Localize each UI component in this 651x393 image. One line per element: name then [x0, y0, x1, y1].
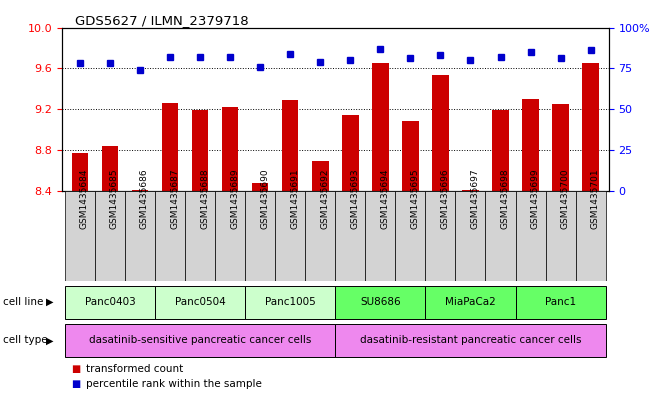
Text: GSM1435692: GSM1435692 — [320, 168, 329, 229]
Text: GSM1435687: GSM1435687 — [170, 168, 179, 229]
Text: MiaPaCa2: MiaPaCa2 — [445, 297, 496, 307]
Bar — [252, 184, 268, 191]
Bar — [583, 63, 599, 191]
FancyBboxPatch shape — [305, 191, 335, 281]
Text: GSM1435684: GSM1435684 — [80, 168, 89, 229]
Text: ■: ■ — [72, 379, 81, 389]
FancyBboxPatch shape — [215, 191, 245, 281]
Text: transformed count: transformed count — [86, 364, 183, 375]
Text: GSM1435699: GSM1435699 — [531, 168, 540, 229]
Text: GSM1435696: GSM1435696 — [441, 168, 449, 229]
FancyBboxPatch shape — [275, 191, 305, 281]
Bar — [492, 110, 509, 191]
FancyBboxPatch shape — [245, 286, 335, 319]
Text: Panc0403: Panc0403 — [85, 297, 135, 307]
Bar — [72, 153, 88, 191]
Text: SU8686: SU8686 — [360, 297, 400, 307]
FancyBboxPatch shape — [335, 324, 605, 357]
Text: Panc1005: Panc1005 — [265, 297, 316, 307]
Text: GSM1435688: GSM1435688 — [200, 168, 209, 229]
Text: GSM1435701: GSM1435701 — [590, 168, 600, 229]
Bar — [522, 99, 539, 191]
Bar — [192, 110, 208, 191]
FancyBboxPatch shape — [395, 191, 425, 281]
Bar — [161, 103, 178, 191]
Text: ▶: ▶ — [46, 335, 53, 345]
FancyBboxPatch shape — [425, 191, 456, 281]
Text: cell type: cell type — [3, 335, 48, 345]
Text: GSM1435691: GSM1435691 — [290, 168, 299, 229]
FancyBboxPatch shape — [546, 191, 575, 281]
Bar — [462, 189, 478, 191]
FancyBboxPatch shape — [516, 286, 605, 319]
FancyBboxPatch shape — [155, 286, 245, 319]
FancyBboxPatch shape — [486, 191, 516, 281]
Text: percentile rank within the sample: percentile rank within the sample — [86, 379, 262, 389]
Text: GSM1435686: GSM1435686 — [140, 168, 149, 229]
Text: GSM1435695: GSM1435695 — [410, 168, 419, 229]
Text: cell line: cell line — [3, 297, 44, 307]
Text: GSM1435690: GSM1435690 — [260, 168, 269, 229]
Bar — [342, 115, 359, 191]
Text: GSM1435685: GSM1435685 — [110, 168, 119, 229]
Text: GSM1435697: GSM1435697 — [471, 168, 480, 229]
FancyBboxPatch shape — [335, 191, 365, 281]
FancyBboxPatch shape — [125, 191, 155, 281]
Text: GSM1435689: GSM1435689 — [230, 168, 239, 229]
Text: GSM1435693: GSM1435693 — [350, 168, 359, 229]
Text: GSM1435694: GSM1435694 — [380, 168, 389, 229]
FancyBboxPatch shape — [65, 286, 155, 319]
Text: GSM1435698: GSM1435698 — [501, 168, 510, 229]
FancyBboxPatch shape — [185, 191, 215, 281]
FancyBboxPatch shape — [65, 324, 335, 357]
FancyBboxPatch shape — [456, 191, 486, 281]
Bar — [432, 75, 449, 191]
Bar — [312, 161, 329, 191]
Bar — [132, 189, 148, 191]
Text: ▶: ▶ — [46, 297, 53, 307]
FancyBboxPatch shape — [245, 191, 275, 281]
Bar — [372, 63, 389, 191]
Bar — [552, 104, 569, 191]
FancyBboxPatch shape — [575, 191, 605, 281]
Text: Panc1: Panc1 — [545, 297, 576, 307]
Bar — [402, 121, 419, 191]
Text: Panc0504: Panc0504 — [174, 297, 225, 307]
Bar — [282, 100, 298, 191]
FancyBboxPatch shape — [95, 191, 125, 281]
FancyBboxPatch shape — [65, 191, 95, 281]
Text: GSM1435700: GSM1435700 — [561, 168, 570, 229]
FancyBboxPatch shape — [365, 191, 395, 281]
Text: ■: ■ — [72, 364, 81, 375]
FancyBboxPatch shape — [516, 191, 546, 281]
Bar — [102, 146, 118, 191]
FancyBboxPatch shape — [155, 191, 185, 281]
Bar — [222, 107, 238, 191]
Text: GDS5627 / ILMN_2379718: GDS5627 / ILMN_2379718 — [75, 14, 249, 27]
FancyBboxPatch shape — [335, 286, 425, 319]
FancyBboxPatch shape — [425, 286, 516, 319]
Text: dasatinib-resistant pancreatic cancer cells: dasatinib-resistant pancreatic cancer ce… — [360, 335, 581, 345]
Text: dasatinib-sensitive pancreatic cancer cells: dasatinib-sensitive pancreatic cancer ce… — [89, 335, 311, 345]
